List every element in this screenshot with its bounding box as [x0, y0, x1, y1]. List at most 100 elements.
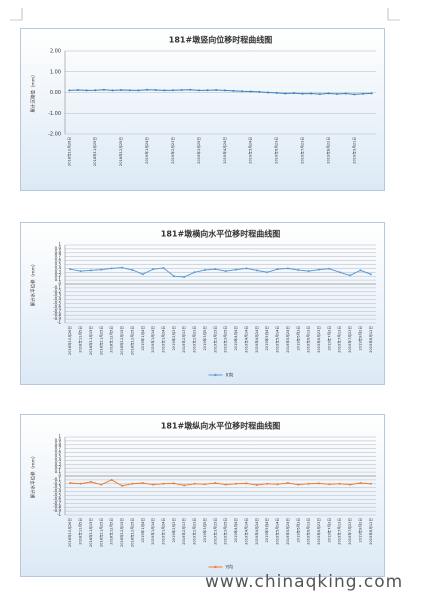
point [94, 89, 97, 92]
point [284, 92, 287, 95]
point [183, 484, 186, 487]
line-series [70, 267, 371, 278]
point [344, 92, 347, 95]
point [79, 270, 82, 273]
point [68, 89, 71, 92]
point [128, 89, 131, 92]
x-tick-label: 2019年2月13日 [181, 518, 186, 545]
point [214, 268, 217, 271]
point [154, 89, 157, 92]
point [286, 267, 289, 270]
x-tick-label: 2019年3月25日 [196, 137, 201, 164]
point [102, 88, 105, 91]
x-tick-label: 2018年10月26日 [66, 137, 71, 166]
chart-title: 181#墩竖向位移时程曲线图 [169, 35, 272, 45]
x-tick-label: 2018年11月5日 [78, 518, 83, 545]
y-axis-label: 累计沉降值（mm） [30, 72, 37, 112]
point [100, 268, 103, 271]
y-tick-label: 1 [58, 242, 61, 247]
x-tick-label: 2019年6月3日 [295, 518, 300, 543]
point [183, 275, 186, 278]
x-tick-label: 2019年5月4日 [264, 518, 269, 543]
x-tick-label: 2019年1月14日 [150, 326, 155, 353]
y-tick-label: 0.7 [55, 446, 62, 451]
y-tick-label: 0 [58, 473, 61, 478]
x-tick-label: 2019年7月13日 [337, 326, 342, 353]
x-tick-label: 2018年12月5日 [109, 518, 114, 545]
point [301, 92, 304, 95]
point [214, 482, 217, 485]
point [110, 267, 113, 270]
x-tick-label: 2019年5月24日 [285, 326, 290, 353]
x-tick-label: 2019年1月4日 [140, 326, 145, 351]
point [172, 275, 175, 278]
x-tick-label: 2019年5月14日 [275, 518, 280, 545]
point [224, 483, 227, 486]
y-tick-label: 1 [58, 434, 61, 439]
x-tick-label: 2019年8月12日 [368, 326, 373, 353]
x-tick-label: 2019年4月24日 [254, 518, 259, 545]
y-tick-label: -0.7 [53, 308, 61, 313]
legend-marker [214, 565, 217, 569]
y-tick-label: -0.9 [53, 508, 61, 513]
y-tick-label: 0.1 [55, 277, 62, 282]
point [258, 90, 261, 93]
y-tick-label: -0.5 [53, 301, 61, 306]
x-tick-label: 2019年2月3日 [171, 518, 176, 543]
chart-box: 181#墩纵向水平位移时程曲线图 累计水平位移（mm） 1 0.9 0.8 0.7 0.6 0… [20, 414, 385, 577]
point [362, 92, 365, 95]
point [317, 268, 320, 271]
x-tick-label: 2018年11月25日 [92, 137, 97, 166]
point [249, 90, 252, 93]
point [266, 271, 269, 274]
x-tick-label: 2019年8月2日 [357, 326, 362, 351]
x-tick-label: 2019年3月15日 [212, 518, 217, 545]
point [255, 483, 258, 486]
y-tick-label: -0.6 [53, 496, 61, 501]
y-tick-label: -1 [57, 512, 61, 517]
x-tick-label: 2019年7月23日 [347, 518, 352, 545]
x-tick-label: 2019年1月24日 [160, 326, 165, 353]
point [121, 266, 124, 269]
point [307, 482, 310, 485]
x-tick-label: 2019年3月25日 [223, 326, 228, 353]
crop-mark [10, 8, 400, 21]
point [267, 91, 270, 94]
y-tick-label: 0.6 [55, 450, 62, 455]
y-tick-label: -0.3 [53, 485, 61, 490]
y-tick-label: 0.7 [55, 254, 62, 259]
y-tick-label: -0.7 [53, 500, 61, 505]
point [359, 269, 362, 272]
point [172, 482, 175, 485]
line-series [69, 89, 372, 95]
point [162, 482, 165, 485]
y-tick-label: -0.2 [53, 289, 61, 294]
crop-marks [10, 8, 400, 21]
point [197, 89, 200, 92]
point [141, 482, 144, 485]
x-tick-label: 2019年8月22日 [325, 137, 330, 164]
chart: 181#墩纵向水平位移时程曲线图累计水平位移（mm）10.90.80.70.60… [30, 421, 376, 571]
point [349, 483, 352, 486]
point [232, 89, 235, 92]
x-tick-label: 2019年5月24日 [248, 137, 253, 164]
x-tick-label: 2018年11月15日 [88, 326, 93, 355]
x-tick-label: 2019年4月14日 [243, 326, 248, 353]
point [223, 89, 226, 92]
y-tick-label: -0.5 [53, 493, 61, 498]
x-tick-label: 2019年4月4日 [233, 326, 238, 351]
x-tick-label: 2018年12月15日 [119, 326, 124, 355]
x-tick-label: 2018年11月25日 [98, 518, 103, 547]
point [193, 271, 196, 274]
point [338, 482, 341, 485]
point [292, 92, 295, 95]
y-tick-label: -0.1 [53, 477, 61, 482]
point [85, 89, 88, 92]
point [245, 267, 248, 270]
y-tick-label: -0.1 [53, 285, 61, 290]
point [328, 483, 331, 486]
legend-label: X向 [226, 372, 234, 379]
point [121, 484, 124, 487]
point [353, 93, 356, 96]
